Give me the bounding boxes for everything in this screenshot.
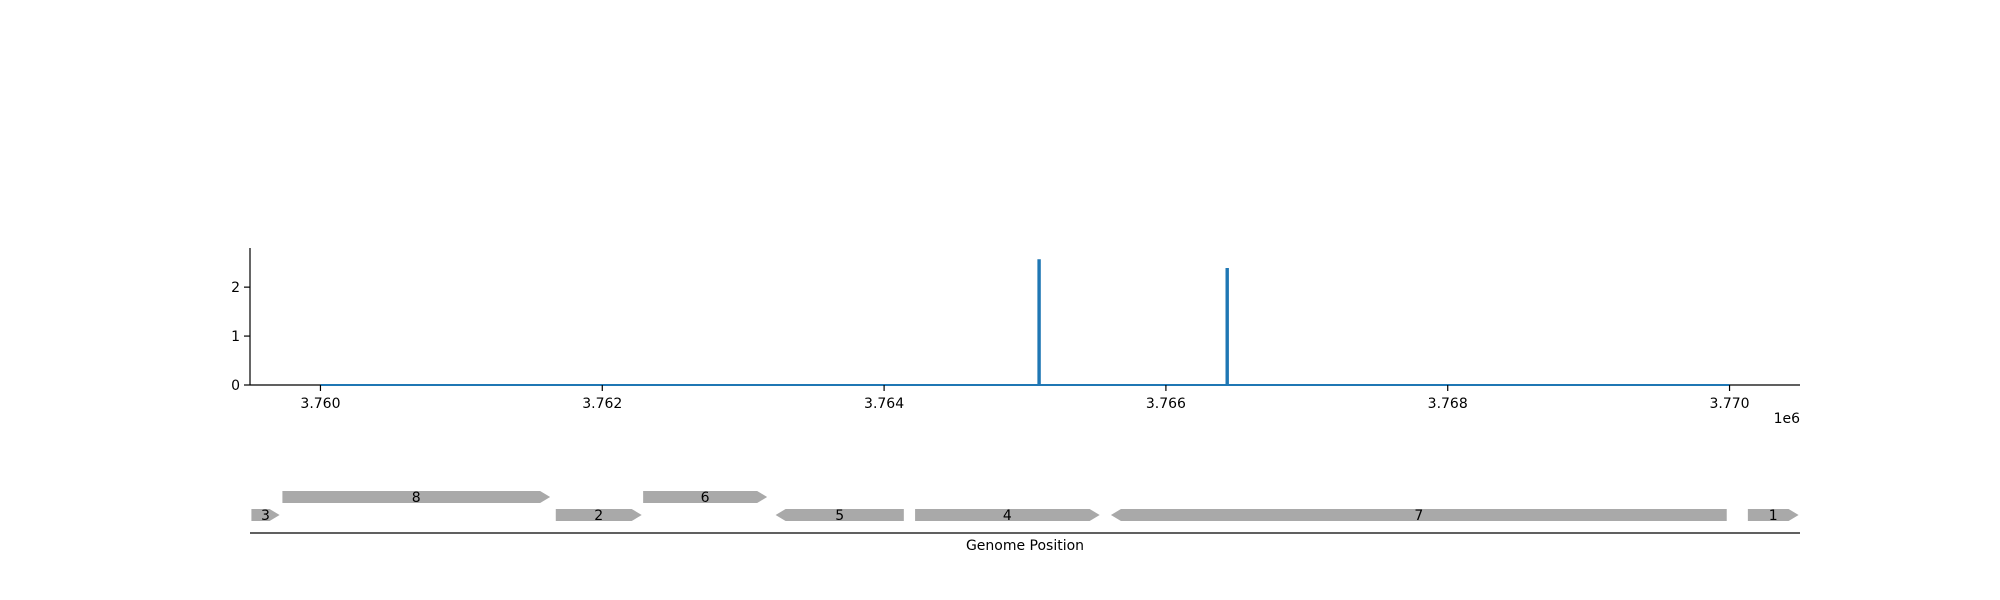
x-tick-label: 3.766 <box>1146 396 1186 412</box>
coverage-plot: 0 1 2 3.760 3.762 3.764 3.766 3.768 3.770 1e6 <box>231 248 1800 427</box>
y-tick-label: 1 <box>231 329 240 345</box>
gene-label: 8 <box>412 490 421 506</box>
gene-arrow <box>775 509 904 521</box>
x-tick-label: 3.770 <box>1709 396 1749 412</box>
gene-arrow <box>282 491 551 503</box>
gene-track-xlabel: Genome Position <box>966 538 1084 554</box>
coverage-series-line <box>320 259 1730 386</box>
gene-arrow <box>1110 509 1727 521</box>
x-offset-label: 1e6 <box>1774 411 1801 427</box>
genes-layer: 3 8 2 6 5 4 7 1 <box>251 490 1799 524</box>
gene-label: 1 <box>1769 508 1778 524</box>
gene-track: 3 8 2 6 5 4 7 1 Genome Position <box>250 490 1800 554</box>
gene-arrow <box>1747 509 1799 521</box>
y-tick-label: 2 <box>231 280 240 296</box>
gene-label: 2 <box>594 508 603 524</box>
gene-arrow <box>915 509 1100 521</box>
x-tick-label: 3.768 <box>1428 396 1468 412</box>
gene-label: 4 <box>1003 508 1012 524</box>
x-tick-label: 3.764 <box>864 396 904 412</box>
gene-label: 5 <box>835 508 844 524</box>
gene-label: 6 <box>701 490 710 506</box>
y-tick-label: 0 <box>231 378 240 394</box>
x-ticks: 3.760 3.762 3.764 3.766 3.768 3.770 <box>300 385 1750 412</box>
gene-arrow <box>555 509 642 521</box>
series-layer <box>320 259 1730 386</box>
gene-arrow <box>251 509 280 521</box>
y-ticks: 0 1 2 <box>231 280 250 394</box>
x-tick-label: 3.762 <box>582 396 622 412</box>
gene-label: 7 <box>1414 508 1423 524</box>
gene-arrow <box>643 491 768 503</box>
gene-label: 3 <box>261 508 270 524</box>
x-tick-label: 3.760 <box>300 396 340 412</box>
